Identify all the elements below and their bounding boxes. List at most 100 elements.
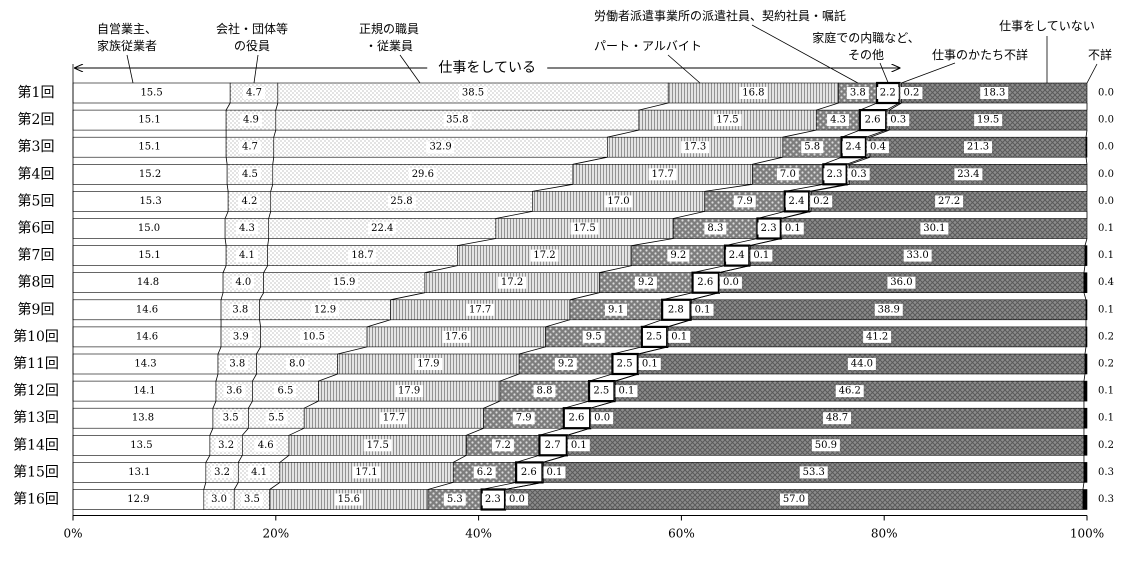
value-label: 4.5 — [242, 169, 258, 180]
value-label: 3.8 — [229, 359, 245, 370]
value-label: 0.1 — [571, 440, 587, 451]
value-labels: 15.5 4.7 38.5 16.8 3.8 2.2 0.2 18.3 0.0 15.1 4.9 35… — [124, 87, 1114, 506]
value-label: 22.4 — [371, 223, 393, 234]
value-label-bg — [130, 385, 159, 398]
connector-line — [270, 184, 274, 192]
value-label-bg — [668, 330, 691, 343]
value-label: 2.3 — [485, 494, 501, 505]
value-label-bg — [719, 276, 742, 289]
value-label-bg — [634, 276, 657, 289]
leader-line — [751, 24, 859, 84]
connector-line — [466, 427, 484, 436]
value-label-bg — [750, 249, 773, 262]
value-label-bg — [134, 276, 163, 289]
value-label: 17.6 — [445, 331, 467, 342]
connector-line — [724, 238, 758, 246]
x-tick-label: 0% — [63, 527, 82, 541]
connector-line — [259, 292, 264, 300]
value-label: 14.8 — [137, 277, 159, 288]
value-label-bg — [799, 466, 828, 479]
connector-line — [784, 183, 824, 192]
value-label: 3.5 — [244, 494, 260, 505]
connector-line — [1084, 238, 1088, 246]
connector-line — [259, 319, 261, 327]
connector-line — [1082, 482, 1085, 490]
value-label-bg — [442, 330, 471, 343]
value-label-bg — [691, 303, 714, 316]
connector-line — [869, 129, 890, 138]
value-label: 15.1 — [138, 142, 160, 153]
value-label: 0.1 — [642, 359, 658, 370]
value-label-bg — [541, 439, 564, 452]
connector-line — [615, 373, 639, 382]
value-label-bg — [739, 87, 768, 99]
value-label-bg — [543, 466, 566, 479]
value-label: 8.8 — [537, 386, 553, 397]
value-label-bg — [847, 168, 870, 181]
value-label: 0.0 — [1098, 115, 1114, 126]
value-label-bg — [131, 358, 160, 370]
value-label-bg — [810, 195, 833, 208]
value-label-bg — [667, 249, 690, 262]
connector-line — [224, 238, 227, 246]
value-label: 33.0 — [907, 250, 929, 261]
value-label-bg — [974, 114, 1003, 127]
value-label: 0.2 — [1098, 359, 1114, 370]
category-label: 第7回 — [18, 247, 55, 264]
value-label: 50.9 — [815, 440, 837, 451]
leader-line — [126, 54, 134, 84]
connector-line — [750, 238, 782, 246]
value-label: 15.6 — [338, 494, 360, 505]
value-label-bg — [223, 385, 246, 398]
connector-line — [841, 129, 861, 138]
value-label: 14.6 — [136, 304, 158, 315]
connector-lines — [203, 102, 1088, 490]
value-label-bg — [801, 141, 824, 154]
value-label: 7.9 — [737, 196, 753, 207]
value-label: 48.7 — [826, 413, 848, 424]
value-label-bg — [811, 439, 840, 452]
value-label: 2.6 — [697, 277, 713, 288]
value-label: 17.7 — [469, 304, 491, 315]
value-label-bg — [459, 87, 488, 99]
value-label-bg — [135, 222, 164, 235]
value-label: 10.5 — [303, 331, 325, 342]
series-label: 会社・団体等 — [216, 21, 288, 36]
connector-line — [233, 482, 239, 490]
category-label: 第16回 — [13, 491, 59, 508]
value-label-bg — [887, 114, 910, 127]
value-label: 0.1 — [1098, 304, 1114, 315]
bar-segment — [1083, 407, 1088, 429]
bracket-label-bg — [427, 60, 548, 76]
value-label-bg — [239, 114, 262, 127]
value-label: 14.3 — [134, 359, 156, 370]
connector-line — [318, 373, 338, 382]
value-label-bg — [498, 276, 527, 289]
connector-line — [222, 265, 227, 273]
value-label-bg — [725, 249, 748, 262]
x-tick-label: 60% — [668, 527, 695, 541]
value-label: 44.0 — [851, 359, 873, 370]
value-label: 57.0 — [783, 494, 805, 505]
value-label: 18.3 — [983, 88, 1005, 99]
value-label-bg — [254, 439, 277, 452]
x-tick-label: 20% — [262, 527, 289, 541]
value-label-bg — [512, 412, 535, 425]
value-label: 15.1 — [138, 115, 160, 126]
x-tick-label: 100% — [1070, 527, 1104, 541]
value-label-bg — [334, 493, 363, 506]
value-label: 0.1 — [753, 250, 769, 261]
value-label: 0.2 — [903, 88, 919, 99]
value-label: 36.0 — [890, 277, 912, 288]
connector-line — [865, 129, 887, 138]
series-label: 正規の職員 — [359, 21, 419, 36]
value-label: 12.9 — [127, 494, 149, 505]
value-label: 2.8 — [668, 304, 684, 315]
value-label-bg — [426, 141, 455, 154]
value-label: 4.0 — [235, 277, 251, 288]
bar-segment — [1083, 272, 1088, 294]
value-label: 2.6 — [521, 467, 537, 478]
value-label: 9.5 — [586, 331, 602, 342]
connector-line — [483, 400, 501, 409]
connector-line — [453, 454, 467, 463]
